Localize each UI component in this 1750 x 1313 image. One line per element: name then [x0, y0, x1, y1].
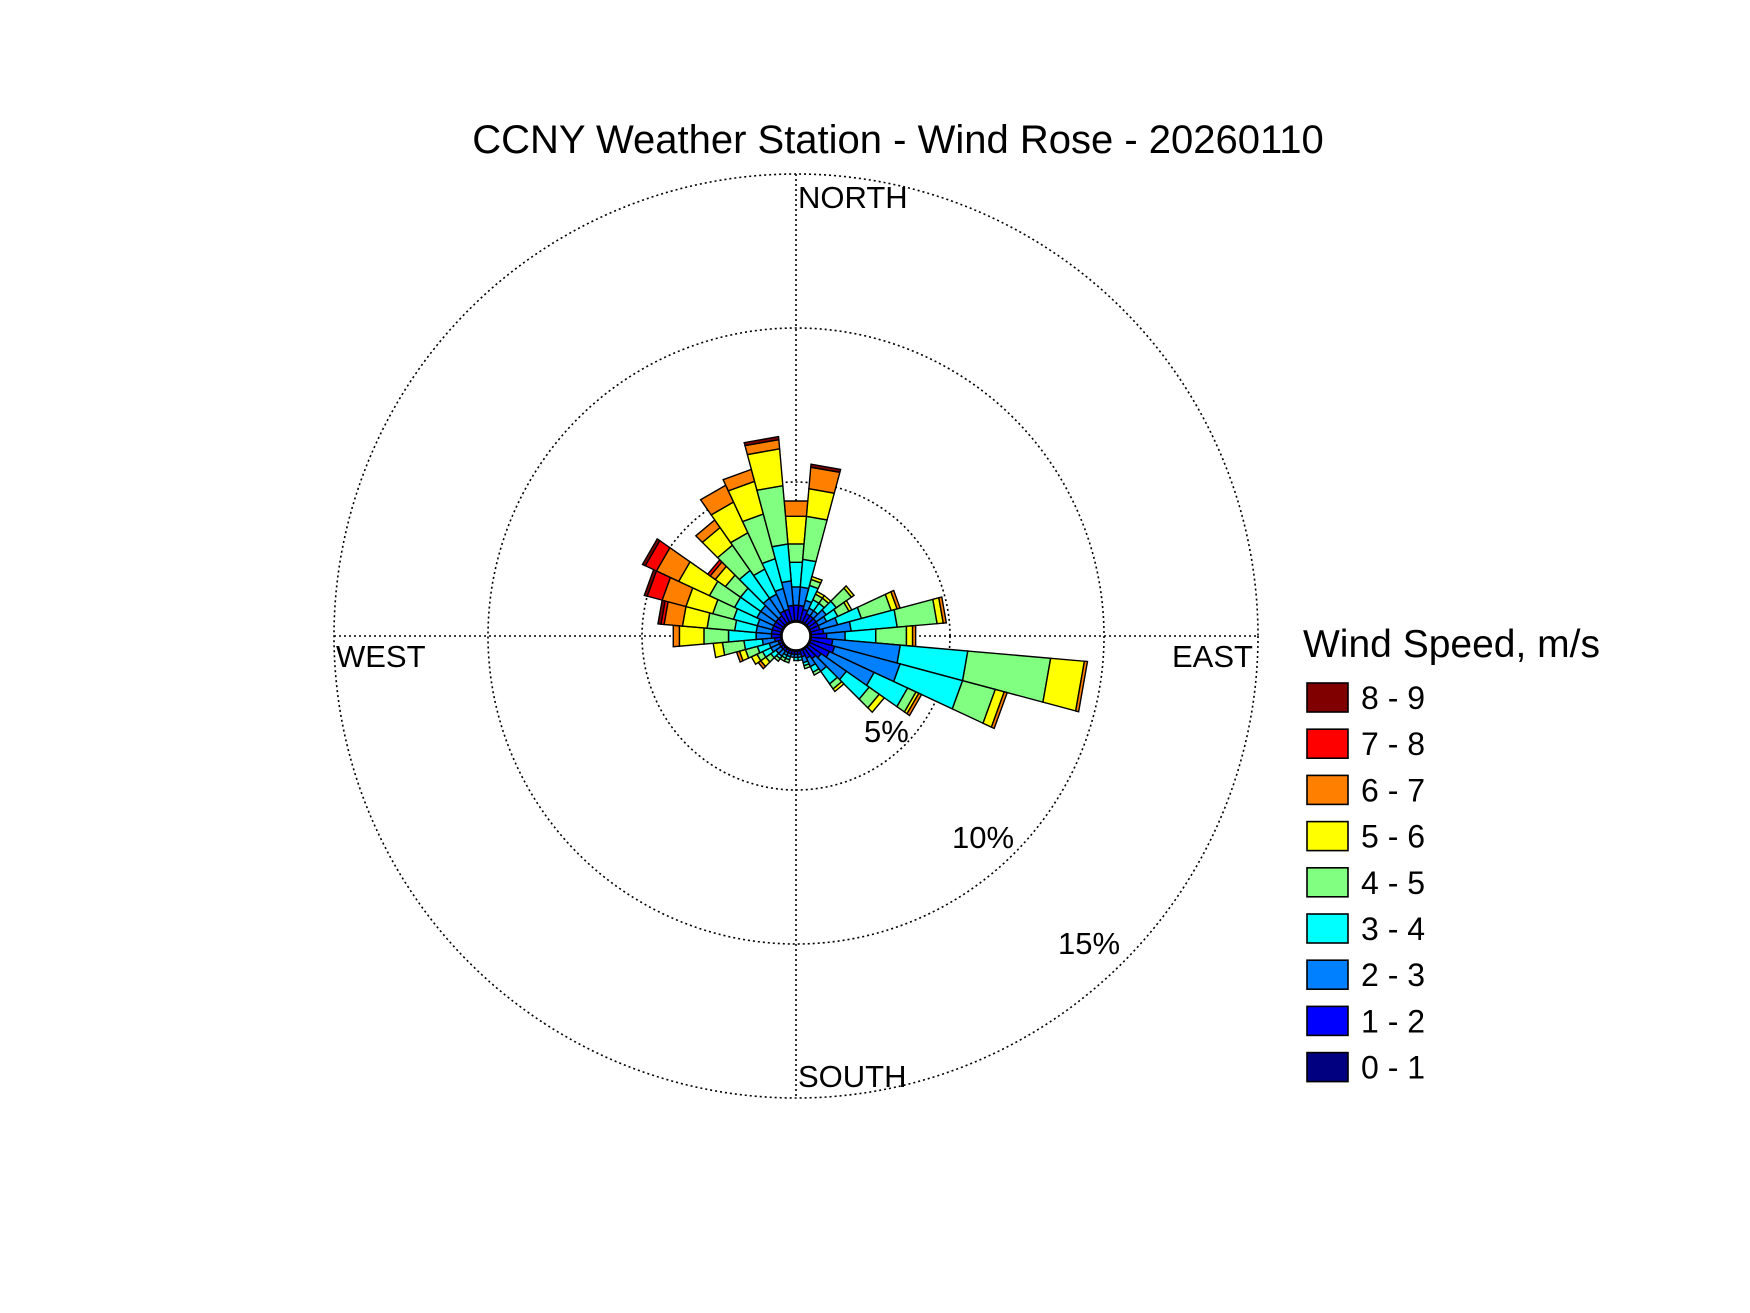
sector-0-bin-6-7 — [783, 500, 809, 518]
sector-350-bin-8-9 — [743, 435, 780, 447]
sector-270-bin-6-7 — [672, 624, 681, 648]
sector-90-bin-6-7 — [911, 624, 917, 648]
legend-swatch — [1306, 1005, 1349, 1037]
legend-label: 2 - 3 — [1361, 957, 1425, 993]
sector-130-bin-5-6 — [866, 693, 886, 714]
sector-10-bin-4-5 — [801, 515, 828, 563]
legend-label: 0 - 1 — [1361, 1050, 1425, 1086]
legend-items: 8 - 9 7 - 8 6 - 7 5 - 6 4 - 5 3 - 4 2 - 3 1 - 2… — [1306, 680, 1425, 1086]
ring-label-5: 5% — [864, 714, 909, 749]
legend-label: 3 - 4 — [1361, 911, 1425, 947]
legend-swatch — [1306, 728, 1349, 760]
sector-270-bin-5-6 — [678, 625, 705, 647]
sector-80-bin-4-5 — [893, 598, 938, 628]
sector-10-bin-8-9 — [810, 463, 842, 474]
legend: Wind Speed, m/s 8 - 9 7 - 8 6 - 7 5 - 6 4 - … — [1303, 623, 1600, 1086]
legend-label: 7 - 8 — [1361, 726, 1425, 762]
legend-swatch — [1306, 866, 1349, 898]
legend-swatch — [1306, 682, 1349, 713]
legend-label: 8 - 9 — [1361, 680, 1425, 716]
ring-label-15: 15% — [1058, 926, 1120, 961]
sector-300-bin-8-9 — [641, 537, 661, 567]
legend-label: 1 - 2 — [1361, 1003, 1425, 1039]
sector-260-bin-5-6 — [712, 641, 726, 659]
legend-swatch — [1306, 820, 1349, 852]
sector-160-bin-4-5 — [803, 663, 812, 670]
sector-80-bin-6-7 — [937, 596, 948, 624]
sector-20-bin-5-6 — [810, 575, 823, 584]
sector-50-bin-5-6 — [842, 584, 856, 599]
sector-0-bin-5-6 — [784, 515, 808, 545]
sector-120-bin-6-7 — [906, 692, 923, 717]
legend-swatch — [1306, 1051, 1349, 1083]
legend-title: Wind Speed, m/s — [1303, 623, 1600, 666]
sector-90-bin-5-6 — [905, 625, 914, 647]
wind-sectors — [641, 435, 1089, 730]
legend-swatch — [1306, 913, 1349, 944]
legend-label: 6 - 7 — [1361, 772, 1425, 808]
sector-110-bin-6-7 — [990, 690, 1009, 730]
direction-label-north: NORTH — [798, 180, 908, 215]
sector-100-bin-6-7 — [1074, 660, 1089, 713]
sector-180-bin-3-4 — [793, 656, 799, 662]
sector-140-bin-5-6 — [832, 680, 845, 693]
direction-label-east: EAST — [1172, 639, 1253, 674]
sector-10-bin-5-6 — [805, 487, 836, 521]
direction-label-south: SOUTH — [798, 1059, 907, 1094]
legend-swatch — [1306, 959, 1349, 991]
direction-label-west: WEST — [336, 639, 426, 674]
sector-0-bin-4-5 — [787, 543, 805, 564]
center-calm-circle — [781, 621, 811, 651]
sector-150-bin-4-5 — [812, 667, 822, 677]
legend-label: 4 - 5 — [1361, 865, 1425, 901]
ring-label-10: 10% — [952, 820, 1014, 855]
chart-title: CCNY Weather Station - Wind Rose - 20260… — [472, 118, 1324, 162]
legend-swatch — [1306, 774, 1349, 806]
legend-label: 5 - 6 — [1361, 819, 1425, 855]
